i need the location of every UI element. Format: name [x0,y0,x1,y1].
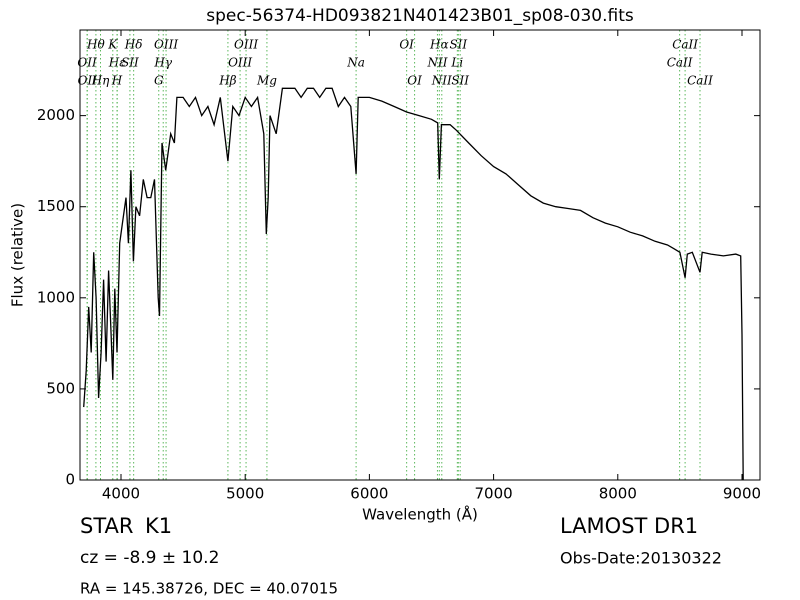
x-tick-label: 8000 [599,485,637,503]
spectral-line-label: CaII [667,56,693,70]
y-axis-label: Flux (relative) [9,203,27,307]
spectral-line-label: OIII [154,38,178,52]
spectral-line-label: NII [426,56,447,70]
subclass: K1 [145,514,172,538]
spectral-line-label: OIII [234,38,258,52]
x-tick-label: 4000 [102,485,140,503]
spectral-line-label: Na [346,56,365,70]
coordinates: RA = 145.38726, DEC = 40.07015 [80,580,338,598]
x-tick-label: 6000 [350,485,388,503]
spectral-line-label: H [111,74,123,88]
x-tick-label: 9000 [723,485,761,503]
spectral-line-label: OIII [228,56,252,70]
x-tick-label: 7000 [474,485,512,503]
y-tick-label: 1000 [37,288,75,306]
obs-date: Obs-Date:20130322 [560,549,722,568]
spectral-line-label: G [154,74,164,88]
spectral-line-label: OII [78,74,98,88]
spectral-line-label: SII [451,74,469,88]
y-tick-label: 2000 [37,106,75,124]
spectrum-line [83,87,744,481]
spectral-line-label: Mg [256,74,277,88]
survey: LAMOST DR1 [560,514,698,538]
spectral-line-label: Hβ [218,74,236,88]
x-tick-label: 5000 [226,485,264,503]
spectral-line-label: NII [431,74,452,88]
y-tick-label: 0 [65,471,75,489]
plot-frame [79,29,761,481]
y-tick-label: 1500 [37,197,75,215]
chart-title: spec-56374-HD093821N401423B01_sp08-030.f… [206,6,634,26]
redshift: cz = -8.9 ± 10.2 [80,548,219,568]
spectral-line-label: SII [449,38,467,52]
spectral-line-label: Hη [91,74,110,88]
spectral-line-label: CaII [672,38,698,52]
spectral-line-label: OI [407,74,422,88]
spectral-line-label: Hγ [153,56,172,70]
spectral-line-label: SII [121,56,139,70]
spectral-line-label: Hδ [124,38,143,52]
y-tick-label: 500 [46,379,75,397]
object-class: STAR [80,514,133,538]
spectral-line-label: Hα [429,38,449,52]
spectral-line-label: OI [399,38,414,52]
x-axis-label: Wavelength (Å) [362,505,478,524]
spectral-line-label: K [107,38,118,52]
spectral-line-label: CaII [687,74,713,88]
spectral-line-label: Hθ [86,38,105,52]
spectral-line-label: Li [450,56,463,70]
